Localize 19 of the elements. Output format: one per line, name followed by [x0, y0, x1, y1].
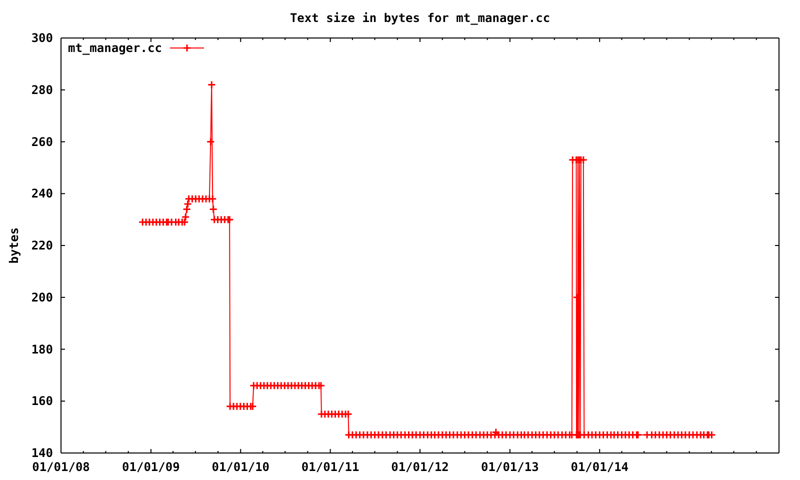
y-tick-label: 300	[31, 31, 53, 45]
legend-label: mt_manager.cc	[68, 41, 162, 55]
x-tick-label: 01/01/14	[570, 460, 629, 474]
y-tick-label: 240	[31, 186, 53, 201]
y-tick-label: 260	[31, 134, 53, 149]
y-tick-label: 280	[31, 82, 53, 97]
y-tick-label: 220	[31, 238, 53, 252]
y-tick-label: 200	[31, 290, 53, 304]
x-tick-label: 01/01/09	[122, 460, 180, 474]
x-tick-label: 01/01/10	[212, 460, 270, 474]
y-axis-title: bytes	[7, 227, 21, 264]
x-tick-label: 01/01/11	[301, 460, 360, 474]
y-tick-label: 180	[31, 342, 53, 356]
x-tick-label: 01/01/08	[32, 460, 90, 474]
y-tick-label: 140	[31, 446, 53, 460]
x-tick-label: 01/01/12	[391, 460, 449, 474]
y-tick-label: 160	[31, 394, 53, 408]
chart-title: Text size in bytes for mt_manager.cc	[288, 11, 552, 25]
x-tick-label: 01/01/13	[481, 460, 539, 474]
